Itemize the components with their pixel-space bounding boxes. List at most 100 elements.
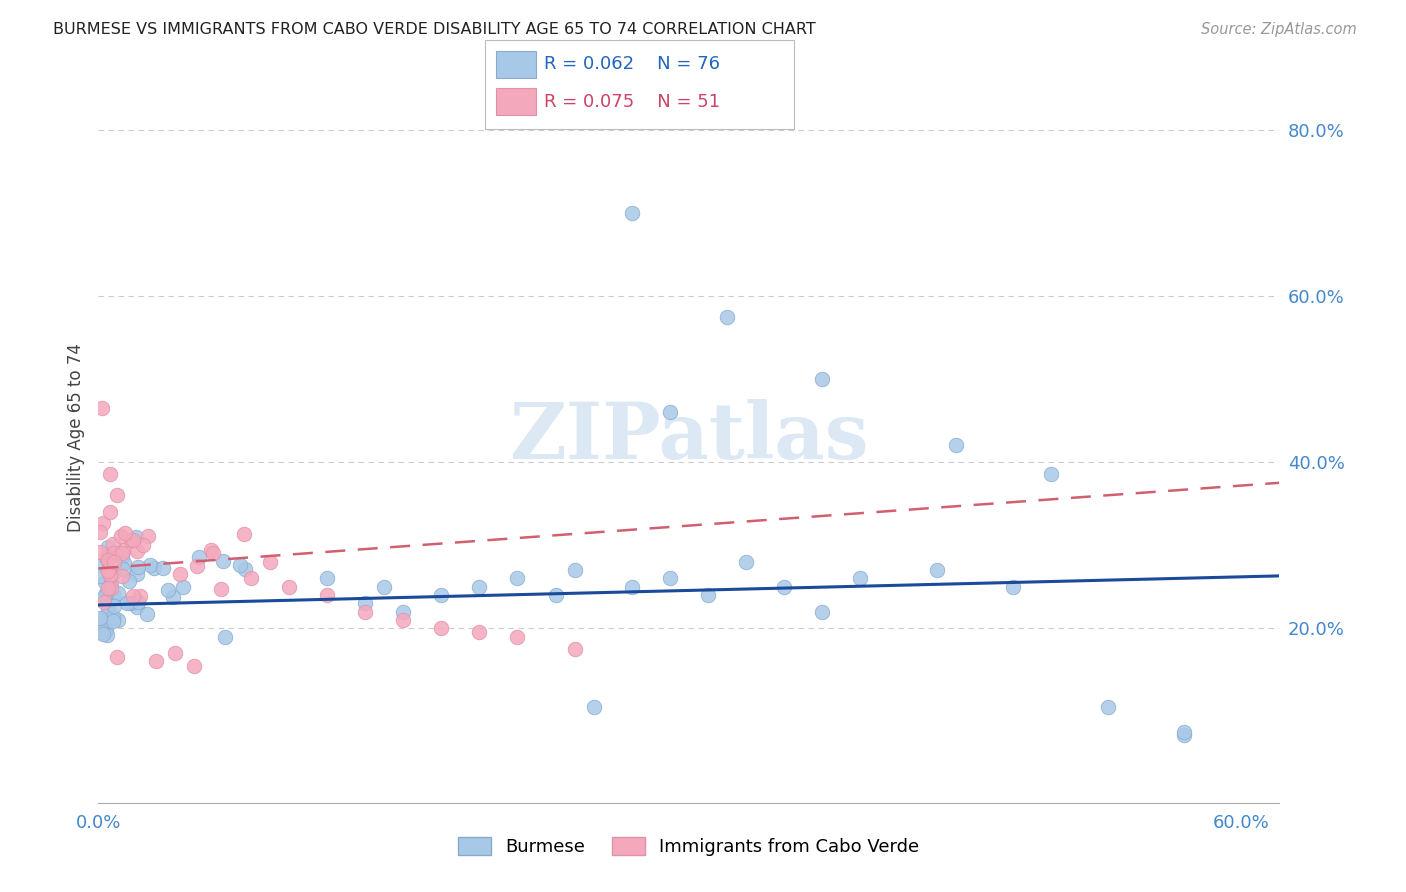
Point bbox=[697, 588, 720, 602]
Point bbox=[392, 613, 415, 627]
Point bbox=[169, 567, 191, 582]
Point bbox=[239, 571, 262, 585]
Point bbox=[200, 543, 222, 558]
Point bbox=[121, 533, 143, 547]
Point bbox=[186, 558, 208, 573]
Point bbox=[91, 627, 114, 641]
Point bbox=[90, 616, 112, 631]
Point bbox=[506, 571, 529, 585]
Point bbox=[620, 205, 643, 219]
Point bbox=[111, 546, 134, 560]
Point bbox=[112, 556, 135, 570]
Text: ZIPatlas: ZIPatlas bbox=[509, 399, 869, 475]
Point bbox=[94, 609, 117, 624]
Point bbox=[658, 571, 681, 585]
Point bbox=[103, 589, 125, 603]
Point bbox=[89, 610, 111, 624]
Point bbox=[125, 530, 148, 544]
Point bbox=[103, 555, 125, 569]
Point bbox=[658, 405, 681, 419]
Point bbox=[316, 571, 339, 585]
Point bbox=[849, 571, 872, 585]
Point bbox=[214, 630, 236, 644]
Point bbox=[118, 574, 141, 588]
Point bbox=[90, 625, 112, 640]
Point bbox=[430, 621, 453, 635]
Point bbox=[97, 564, 120, 578]
Point bbox=[152, 560, 174, 574]
Point bbox=[89, 545, 111, 559]
Point bbox=[209, 582, 232, 596]
Point bbox=[107, 488, 129, 502]
Point bbox=[1001, 580, 1024, 594]
Point bbox=[373, 580, 395, 594]
Point bbox=[1039, 467, 1062, 482]
Point bbox=[107, 586, 129, 600]
Point bbox=[735, 555, 758, 569]
Point bbox=[100, 581, 122, 595]
Point bbox=[93, 595, 115, 609]
Point bbox=[1173, 728, 1195, 742]
Point bbox=[111, 568, 134, 582]
Point bbox=[259, 555, 281, 569]
Point bbox=[468, 625, 491, 640]
Text: R = 0.062    N = 76: R = 0.062 N = 76 bbox=[544, 55, 720, 73]
Point bbox=[125, 599, 148, 614]
Point bbox=[127, 559, 149, 574]
Point bbox=[773, 580, 796, 594]
Point bbox=[316, 588, 339, 602]
Point bbox=[103, 545, 125, 559]
Point bbox=[94, 623, 117, 637]
Point bbox=[111, 549, 134, 564]
Point bbox=[120, 533, 142, 547]
Point bbox=[233, 562, 256, 576]
Point bbox=[103, 599, 125, 614]
Point bbox=[129, 590, 152, 604]
Point bbox=[89, 569, 111, 583]
Point bbox=[228, 558, 250, 572]
Point bbox=[142, 561, 165, 575]
Point bbox=[716, 310, 738, 324]
Point bbox=[101, 614, 124, 628]
Point bbox=[156, 583, 179, 598]
Point bbox=[136, 528, 159, 542]
Point bbox=[430, 588, 453, 602]
Point bbox=[118, 596, 141, 610]
Text: Source: ZipAtlas.com: Source: ZipAtlas.com bbox=[1201, 22, 1357, 37]
Point bbox=[1173, 725, 1195, 739]
Point bbox=[925, 563, 948, 577]
Point bbox=[201, 546, 224, 560]
Point bbox=[97, 563, 120, 577]
Point bbox=[101, 568, 124, 582]
Point bbox=[96, 552, 118, 566]
Point bbox=[582, 700, 605, 714]
Legend: Burmese, Immigrants from Cabo Verde: Burmese, Immigrants from Cabo Verde bbox=[451, 830, 927, 863]
Point bbox=[564, 642, 586, 657]
Point bbox=[107, 650, 129, 665]
Point bbox=[183, 658, 205, 673]
Point bbox=[811, 372, 834, 386]
Point bbox=[354, 605, 377, 619]
Point bbox=[232, 526, 254, 541]
Point bbox=[468, 580, 491, 594]
Point bbox=[188, 550, 211, 565]
Point bbox=[145, 655, 167, 669]
Point bbox=[620, 580, 643, 594]
Point bbox=[811, 605, 834, 619]
Point bbox=[1097, 700, 1119, 714]
Point bbox=[132, 538, 155, 552]
Point bbox=[97, 581, 120, 595]
Point bbox=[277, 580, 299, 594]
Point bbox=[121, 589, 143, 603]
Point bbox=[506, 630, 529, 644]
Point bbox=[114, 525, 136, 540]
Point bbox=[96, 550, 118, 565]
Point bbox=[89, 558, 111, 572]
Point bbox=[93, 575, 115, 590]
Point bbox=[125, 566, 148, 581]
Point bbox=[100, 576, 122, 591]
Point bbox=[212, 553, 235, 567]
Y-axis label: Disability Age 65 to 74: Disability Age 65 to 74 bbox=[66, 343, 84, 532]
Point bbox=[98, 467, 121, 482]
Point bbox=[163, 646, 186, 660]
